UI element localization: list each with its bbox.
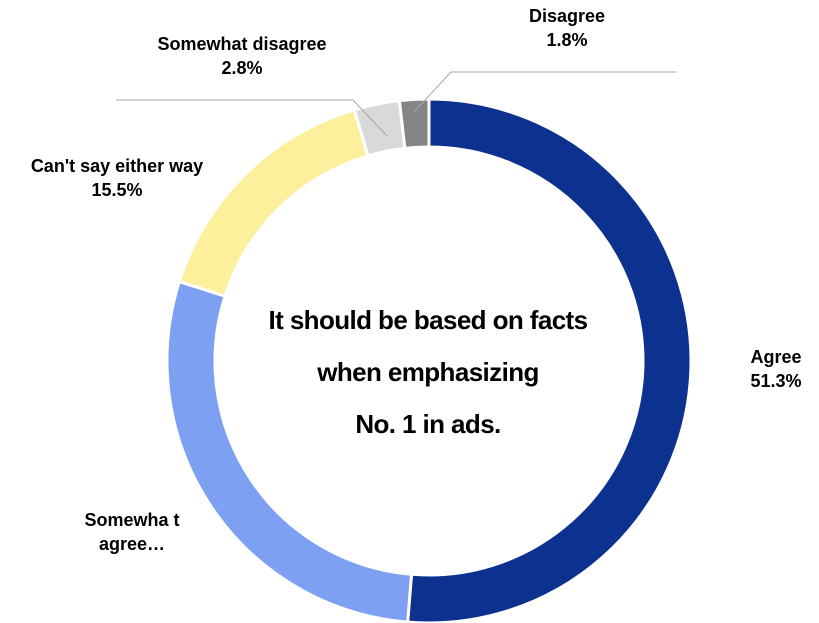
label-cant-say: Can't say either way 15.5% <box>0 154 234 202</box>
label-agree: Agree 51.3% <box>736 345 816 393</box>
center-title-line-2: when emphasizing <box>317 357 539 387</box>
label-cant-say-value: 15.5% <box>91 180 143 200</box>
center-title-line-1: It should be based on facts <box>268 305 589 335</box>
slice-disagree <box>397 97 431 151</box>
label-disagree-value: 1.8% <box>546 30 588 50</box>
center-title-line-3: No. 1 in ads. <box>355 409 501 439</box>
label-somewhat-disagree-name: Somewhat disagree <box>157 34 327 54</box>
leader-line-somewhat-disagree <box>116 99 388 137</box>
label-somewhat-agree-name: Somewha t agree… <box>84 510 180 554</box>
leader-line-disagree <box>413 71 676 113</box>
label-cant-say-name: Can't say either way <box>30 156 204 176</box>
label-disagree: Disagree 1.8% <box>502 4 632 52</box>
label-agree-name: Agree <box>750 347 802 367</box>
label-disagree-name: Disagree <box>528 6 606 26</box>
center-title: It should be based on facts when emphasi… <box>228 294 628 450</box>
label-somewhat-disagree: Somewhat disagree 2.8% <box>112 32 372 80</box>
label-somewhat-disagree-value: 2.8% <box>221 58 263 78</box>
slice-cant-say <box>177 108 370 299</box>
label-somewhat-agree: Somewha t agree… <box>62 508 202 556</box>
label-agree-value: 51.3% <box>750 371 802 391</box>
